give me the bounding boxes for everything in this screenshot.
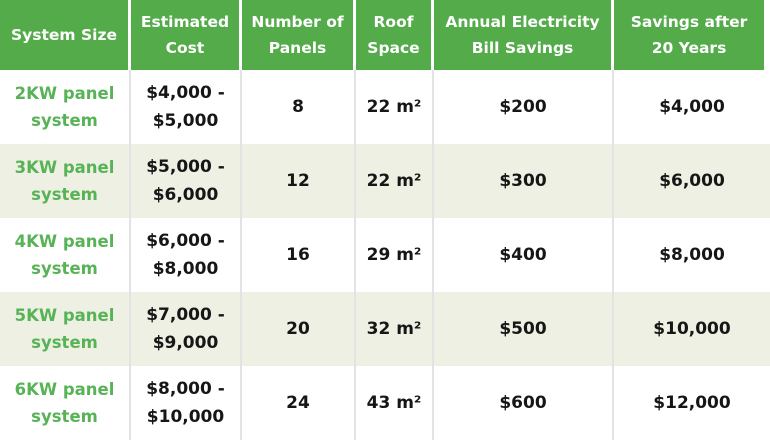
cell-system-size-4kw: 4KW panel system [0, 218, 131, 292]
header-roof-space: Roof Space [356, 0, 434, 70]
cell-savings-20yr-6kw: $12,000 [653, 392, 731, 413]
header-number-of-panels: Number of Panels [242, 0, 356, 70]
cell-roof-space-2kw: 22 m² [356, 70, 434, 144]
cell-line: $9,000 [152, 333, 219, 353]
cell-estimated-cost-6kw: $8,000 - $10,000 [131, 366, 242, 440]
cell-line: system [31, 185, 98, 204]
cell-line: 6KW panel [14, 379, 115, 399]
cell-line: system [31, 259, 98, 278]
cell-system-size-2kw: 2KW panel system [0, 70, 131, 144]
cell-annual-savings-2kw: $200 [434, 70, 614, 144]
header-savings-after-20-years: Savings after 20 Years [614, 0, 770, 70]
header-label: System Size [11, 25, 117, 44]
cell-estimated-cost-4kw: $6,000 - $8,000 [131, 218, 242, 292]
cell-system-size-6kw: 6KW panel system [0, 366, 131, 440]
cell-savings-20yr-3kw: $6,000 [614, 144, 770, 218]
cell-annual-savings-3kw: $300 [434, 144, 614, 218]
cell-annual-savings-4kw: $400 [434, 218, 614, 292]
cell-line: $6,000 - [146, 230, 225, 251]
cell-line: $6,000 [152, 185, 219, 205]
cell-estimated-cost-5kw: $7,000 - $9,000 [131, 292, 242, 366]
cell-system-size-3kw: 3KW panel system [0, 144, 131, 218]
cell-panels-2kw: 8 [242, 70, 356, 144]
header-label: Roof [373, 12, 414, 31]
cell-line: 2KW panel [14, 83, 115, 103]
header-label: Bill Savings [471, 39, 574, 57]
header-estimated-cost: Estimated Cost [131, 0, 242, 70]
cell-roof-space-4kw: 29 m² [356, 218, 434, 292]
cell-roof-space-5kw: 32 m² [356, 292, 434, 366]
cell-annual-savings-6kw: $600 [434, 366, 614, 440]
cell-annual-savings-5kw: $500 [434, 292, 614, 366]
cell-line: $8,000 - [146, 378, 225, 399]
cell-estimated-cost-2kw: $4,000 - $5,000 [131, 70, 242, 144]
cell-line: system [31, 407, 98, 426]
cell-savings-20yr-4kw: $8,000 [659, 244, 725, 265]
cell-line: system [31, 333, 98, 352]
cell-panels-3kw: 12 [242, 144, 356, 218]
cell-roof-space-3kw: 22 m² [356, 144, 434, 218]
header-label: Cost [165, 39, 205, 57]
header-system-size: System Size [0, 0, 131, 70]
cell-line: 4KW panel [14, 231, 115, 251]
header-label: 20 Years [651, 39, 727, 57]
cell-savings-20yr-2kw: $4,000 [659, 96, 725, 117]
cell-line: 3KW panel [14, 157, 115, 177]
cell-panels-6kw: 24 [242, 366, 356, 440]
header-label: Space [367, 39, 420, 57]
header-label: Number of [251, 12, 344, 31]
header-label: Panels [268, 39, 327, 57]
cell-line: system [31, 111, 98, 130]
header-annual-bill-savings: Annual Electricity Bill Savings [434, 0, 614, 70]
cell-line: $4,000 - [146, 82, 225, 103]
cell-line: $10,000 [146, 407, 225, 427]
cell-estimated-cost-3kw: $5,000 - $6,000 [131, 144, 242, 218]
cell-line: $7,000 - [146, 304, 225, 325]
cell-panels-4kw: 16 [242, 218, 356, 292]
cell-roof-space-6kw: 43 m² [356, 366, 434, 440]
cell-line: $5,000 - [146, 156, 225, 177]
cell-panels-5kw: 20 [242, 292, 356, 366]
cell-savings-20yr-5kw: $10,000 [614, 292, 770, 366]
header-label: Annual Electricity [445, 12, 600, 31]
header-label: Savings after [630, 12, 748, 31]
header-label: Estimated [140, 12, 230, 31]
cell-system-size-5kw: 5KW panel system [0, 292, 131, 366]
cell-line: 5KW panel [14, 305, 115, 325]
cell-line: $8,000 [152, 259, 219, 279]
cell-line: $5,000 [152, 111, 219, 131]
